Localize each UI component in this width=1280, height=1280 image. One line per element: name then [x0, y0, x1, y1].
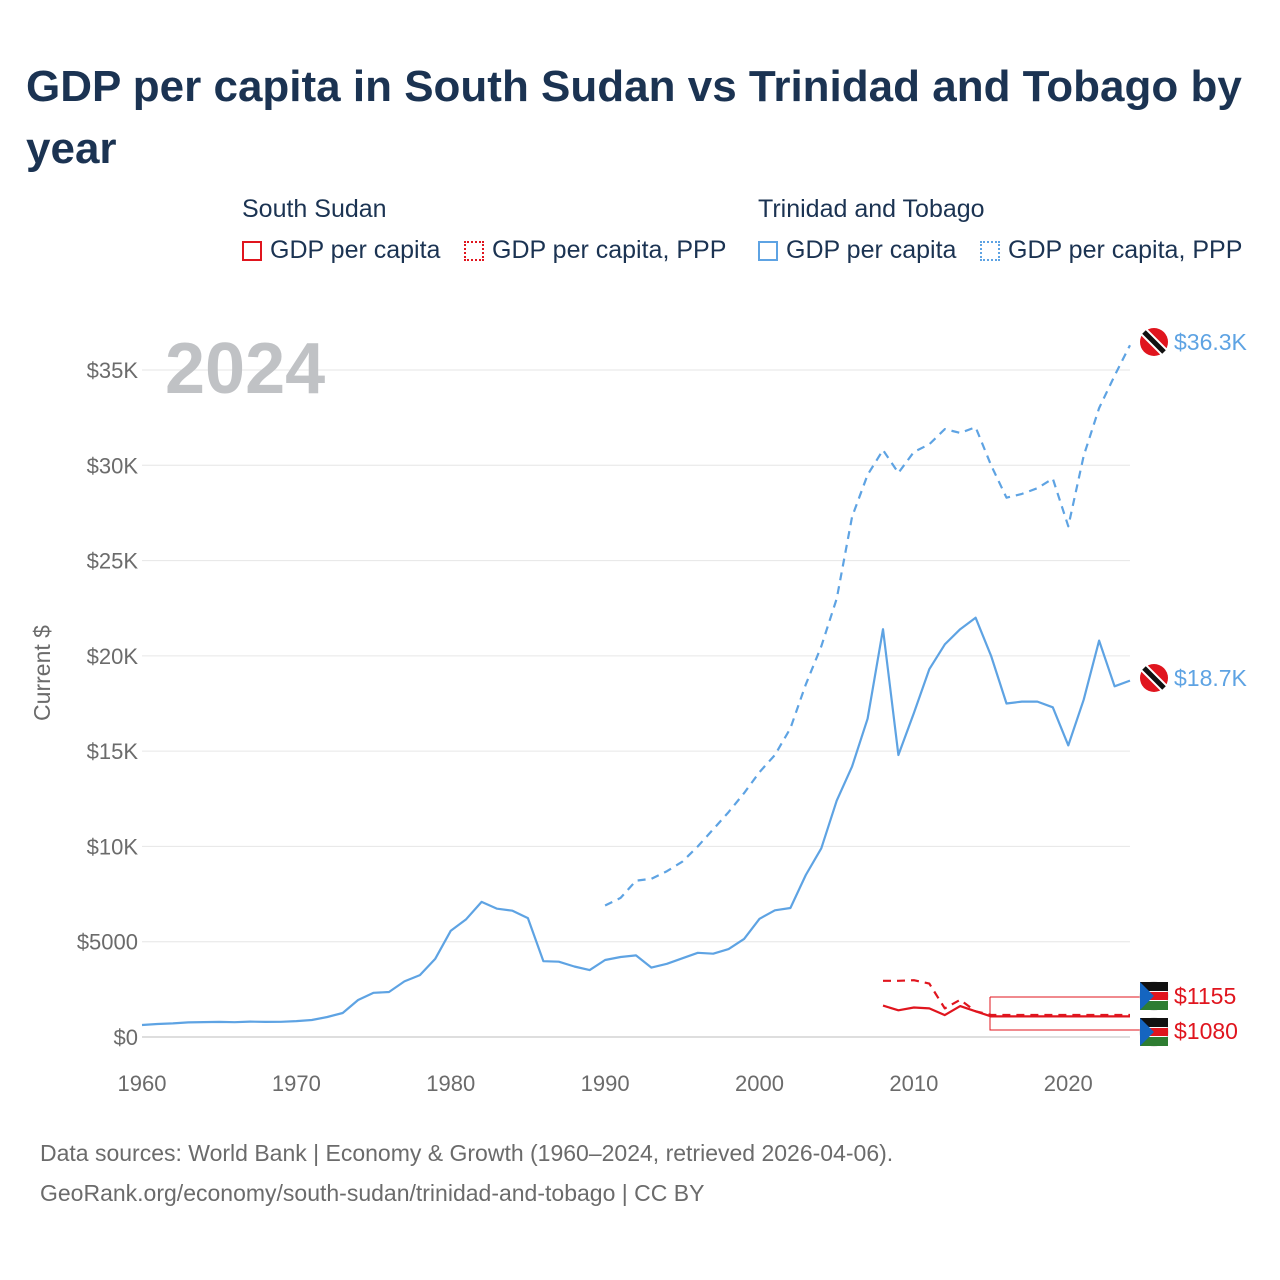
legend-group-south-sudan: South Sudan: [242, 195, 387, 223]
x-tick-label: 1990: [581, 1071, 630, 1096]
y-axis-ticks: $0 $5000 $10K $15K $20K $25K $30K $35K: [77, 358, 139, 1050]
y-tick-label: $10K: [87, 834, 139, 859]
ss-label-connector: [989, 996, 1140, 1031]
y-axis-label: Current $: [29, 625, 55, 721]
series-line: [604, 344, 1131, 907]
series-lines: [141, 344, 1131, 1027]
ss-flag-icon: [1139, 1017, 1169, 1047]
legend-item-tt-ppp[interactable]: GDP per capita, PPP: [980, 236, 1242, 265]
legend-item-ss-gdp[interactable]: GDP per capita: [242, 236, 440, 265]
chart-title: GDP per capita in South Sudan vs Trinida…: [26, 62, 1242, 173]
end-label-tt-ppp: $36.3K: [1174, 329, 1248, 355]
y-tick-label: $20K: [87, 644, 139, 669]
series-line: [141, 616, 1131, 1027]
legend-label: GDP per capita, PPP: [492, 236, 727, 264]
legend-item-tt-gdp[interactable]: GDP per capita: [758, 236, 956, 265]
legend-swatch-solid-icon: [758, 240, 778, 261]
series-line: [882, 1004, 1130, 1018]
y-tick-label: $25K: [87, 549, 139, 574]
tt-flag-icon: [1140, 664, 1168, 692]
y-tick-label: $0: [114, 1025, 138, 1050]
legend-item-ss-ppp[interactable]: GDP per capita, PPP: [464, 236, 726, 265]
x-tick-label: 1960: [118, 1071, 167, 1096]
legend-label: GDP per capita, PPP: [1008, 236, 1243, 264]
legend-swatch-dotted-icon: [464, 240, 484, 261]
end-label-tt-gdp: $18.7K: [1174, 665, 1248, 691]
x-axis-ticks: 1960 1970 1980 1990 2000 2010 2020: [118, 1071, 1093, 1096]
y-tick-label: $5000: [77, 930, 138, 955]
x-tick-label: 2010: [889, 1071, 938, 1096]
legend-swatch-solid-icon: [242, 240, 262, 261]
y-tick-label: $30K: [87, 453, 139, 478]
x-tick-label: 1980: [426, 1071, 475, 1096]
end-label-ss-gdp: $1080: [1174, 1018, 1238, 1044]
legend-label: GDP per capita: [270, 236, 441, 264]
x-tick-label: 2000: [735, 1071, 784, 1096]
line-chart: $0 $5000 $10K $15K $20K $25K $30K $35K 1960 1970…: [29, 328, 1248, 1096]
grid-lines: [142, 369, 1130, 1038]
y-tick-label: $35K: [87, 358, 139, 383]
y-tick-label: $15K: [87, 739, 139, 764]
tt-flag-icon: [1140, 328, 1168, 356]
x-tick-label: 2020: [1044, 1071, 1093, 1096]
legend-group-trinidad-and-tobago: Trinidad and Tobago: [758, 195, 985, 223]
footer-sources: Data sources: World Bank | Economy & Gro…: [40, 1140, 894, 1166]
year-watermark: 2024: [165, 329, 325, 409]
series-line: [883, 979, 1130, 1017]
legend-swatch-dotted-icon: [980, 240, 1000, 261]
ss-flag-icon: [1139, 981, 1169, 1011]
x-tick-label: 1970: [272, 1071, 321, 1096]
legend-label: GDP per capita: [786, 236, 957, 264]
footer-attribution: GeoRank.org/economy/south-sudan/trinidad…: [40, 1180, 705, 1206]
end-label-ss-ppp: $1155: [1174, 983, 1236, 1009]
